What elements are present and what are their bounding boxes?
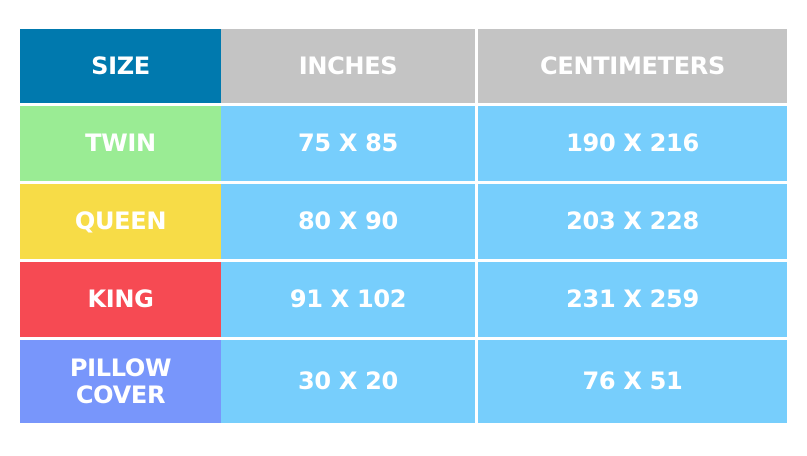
- cm-cell-pillow-cover: 76 X 51: [478, 340, 787, 423]
- inches-cell-queen: 80 X 90: [221, 184, 475, 259]
- inches-cell-twin: 75 X 85: [221, 106, 475, 181]
- inches-cell-pillow-cover: 30 X 20: [221, 340, 475, 423]
- size-cell-twin: TWIN: [20, 106, 221, 181]
- inches-cell-king: 91 X 102: [221, 262, 475, 337]
- cm-cell-twin: 190 X 216: [478, 106, 787, 181]
- size-cell-pillow-cover: PILLOW COVER: [20, 340, 221, 423]
- size-cell-queen: QUEEN: [20, 184, 221, 259]
- header-centimeters: CENTIMETERS: [478, 29, 787, 103]
- size-cell-king: KING: [20, 262, 221, 337]
- header-inches: INCHES: [221, 29, 475, 103]
- cm-cell-queen: 203 X 228: [478, 184, 787, 259]
- header-size: SIZE: [20, 29, 221, 103]
- cm-cell-king: 231 X 259: [478, 262, 787, 337]
